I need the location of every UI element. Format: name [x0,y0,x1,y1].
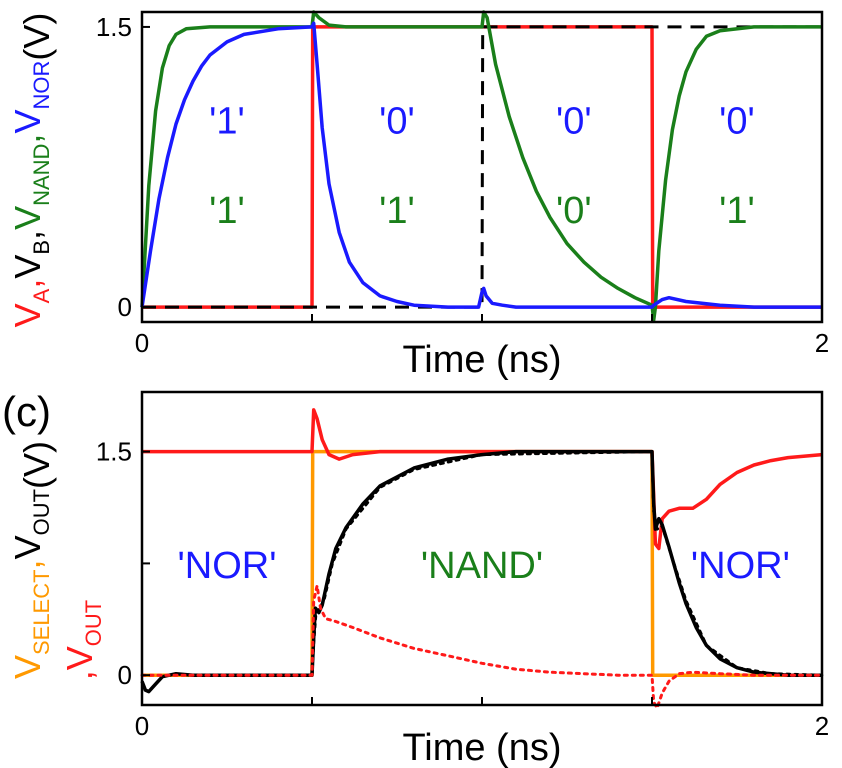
region-annotation: '1' [209,100,245,142]
series-v-b [142,25,822,309]
y-tick-label: 1.5 [96,12,132,42]
top-axis-ticks: 0 2 0 1.5 [96,12,829,358]
series-v-out-red-solid [142,408,823,551]
top-x-axis-label: Time (ns) [402,339,561,381]
series-v-out-red-dotted [140,584,824,710]
region-annotation: 'NOR' [691,545,790,587]
y-tick-label: 0 [118,292,132,322]
y-axis-label-text: VA,VB,VNAND,VNOR(V) [7,13,57,328]
bottom-x-axis-label: Time (ns) [402,727,561,768]
bottom-panel: (c) VSELECT,VOUT(V),VOUT 0 2 0 1.5 'NOR' 'NA… [2,388,829,768]
region-annotation: 'NOR' [178,545,277,587]
y-tick-label: 0 [118,660,132,690]
region-annotation: '1' [719,190,755,232]
x-tick-label: 0 [135,328,149,358]
region-annotation: 'NAND' [421,545,543,587]
region-annotation: '0' [379,100,415,142]
x-tick-label: 2 [815,711,829,741]
top-panel: VA,VB,VNAND,VNOR(V) 0 201.5 '1''1''0''1''… [7,10,829,381]
top-annotations: '1' '1' '0' '1' '0' '0' '0' '1' [209,100,755,232]
region-annotation: '0' [719,100,755,142]
bottom-plot-lines [140,408,824,710]
top-plot-lines [140,10,822,322]
y-tick-label: 1.5 [96,437,132,467]
series-v-nand [140,10,822,322]
bottom-annotations: 'NOR' 'NAND' 'NOR' [178,545,790,587]
region-annotation: '1' [379,190,415,232]
bottom-axis-ticks: 0 2 0 1.5 [96,437,829,741]
x-tick-label: 2 [815,328,829,358]
series-v-out-black-dotted [310,450,824,677]
series-v-nor [140,21,822,309]
top-y-axis-label: VA,VB,VNAND,VNOR(V) [7,13,57,328]
region-annotation: '0' [556,100,592,142]
x-tick-label: 0 [135,711,149,741]
y-axis-label-text: ,VOUT [59,600,106,680]
y-axis-label-text: VSELECT,VOUT(V) [7,441,57,679]
region-annotation: '1' [209,190,245,232]
bottom-y-axis-label: VSELECT,VOUT(V),VOUT [7,441,106,680]
region-annotation: '0' [556,190,592,232]
panel-label: (c) [2,388,51,435]
